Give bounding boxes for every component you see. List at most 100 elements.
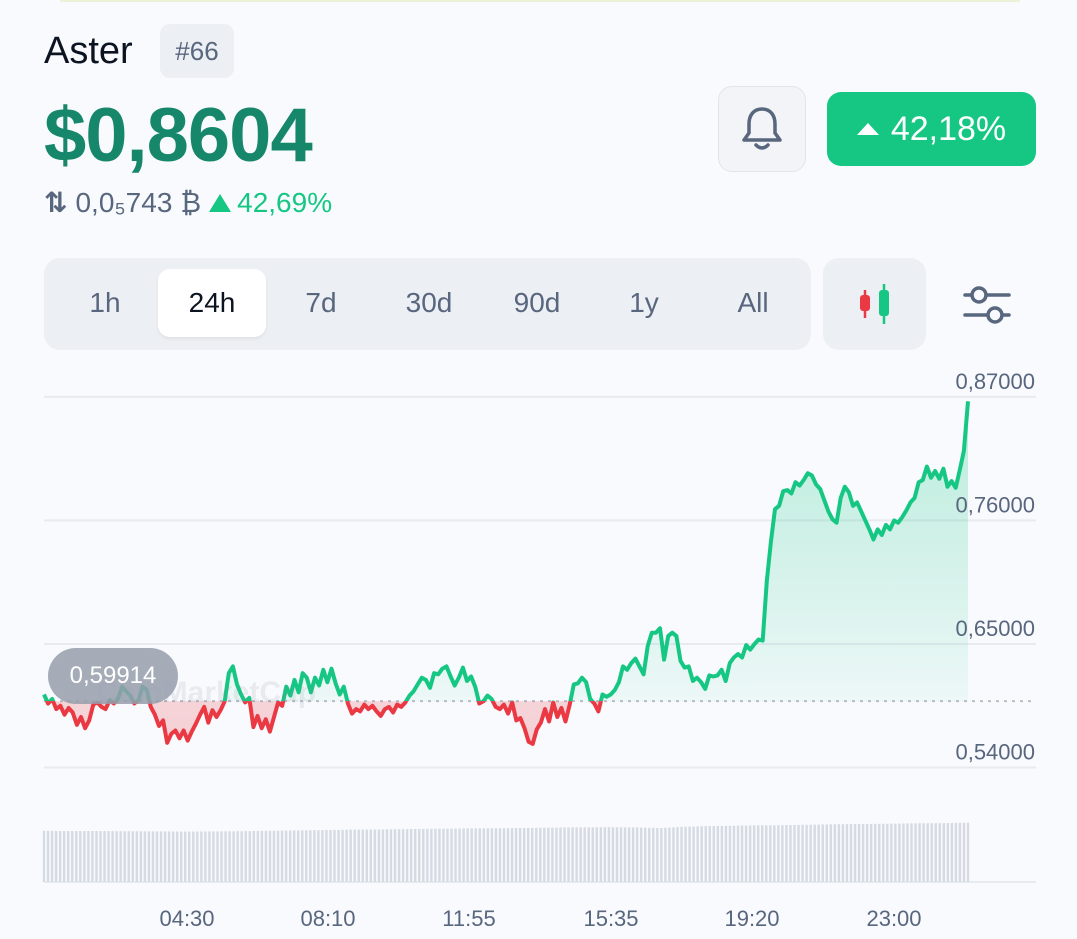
- volume-bar: [748, 825, 752, 882]
- volume-bar: [631, 827, 635, 882]
- volume-bar: [563, 827, 566, 882]
- volume-bar: [886, 823, 889, 882]
- volume-bar: [644, 827, 647, 882]
- volume-bar: [50, 830, 54, 882]
- price-chart[interactable]: 0,87000 0,76000 0,65000 0,54000 04:30 08:10 1…: [0, 360, 1077, 939]
- volume-bar: [292, 830, 296, 882]
- volume-bar: [744, 825, 748, 882]
- x-tick-label: 15:35: [583, 906, 638, 931]
- volume-bar: [857, 824, 861, 882]
- volume-bar: [458, 828, 461, 882]
- volume-bar: [87, 830, 90, 882]
- volume-bar: [216, 831, 219, 882]
- volume-bar: [212, 831, 215, 882]
- volume-bar: [837, 824, 841, 882]
- volume-bar: [337, 829, 340, 882]
- volume-bar: [765, 825, 768, 882]
- tab-30d[interactable]: 30d: [405, 287, 453, 318]
- volume-bar: [192, 831, 195, 882]
- volume-bar: [761, 825, 764, 882]
- volume-bar: [575, 827, 578, 882]
- volume-bar: [878, 823, 881, 882]
- volume-bar: [232, 831, 235, 882]
- volume-bar: [430, 828, 433, 882]
- chart-type-toggle[interactable]: [823, 258, 926, 350]
- tab-90d[interactable]: 90d: [513, 287, 561, 318]
- volume-bar: [143, 831, 147, 882]
- volume-bar: [486, 828, 490, 882]
- volume-bar: [579, 827, 582, 882]
- volume-bar: [482, 828, 486, 882]
- volume-bar: [494, 828, 498, 882]
- volume-bar: [773, 825, 776, 882]
- volume-bar: [869, 823, 873, 882]
- volume-bar: [426, 828, 429, 882]
- up-triangle-icon: [209, 193, 232, 212]
- tab-24h[interactable]: 24h: [158, 269, 266, 337]
- volume-bar: [535, 827, 538, 882]
- volume-bar: [849, 824, 853, 882]
- volume-bar: [599, 827, 603, 882]
- volume-bar: [369, 829, 373, 882]
- volume-bar: [393, 829, 397, 882]
- volume-bar: [305, 830, 308, 882]
- tab-7d[interactable]: 7d: [305, 287, 337, 318]
- volume-bar: [365, 829, 368, 882]
- volume-bar: [470, 828, 473, 882]
- volume-bar: [284, 830, 288, 882]
- volume-bar: [329, 829, 332, 882]
- top-divider: [60, 0, 1020, 2]
- volume-bar: [801, 824, 804, 882]
- volume-bar: [720, 825, 724, 882]
- tab-1h[interactable]: 1h: [89, 287, 121, 318]
- btc-change: 42,69%: [209, 187, 332, 219]
- btc-price-row: ⇅ 0,0₅743 ₿ 42,69%: [44, 186, 332, 219]
- volume-bar: [740, 825, 744, 882]
- volume-bar: [615, 827, 619, 882]
- volume-bar: [58, 831, 62, 882]
- volume-bar: [321, 830, 324, 882]
- x-tick-label: 08:10: [300, 906, 355, 931]
- volume-bar: [752, 825, 756, 882]
- volume-bar: [902, 823, 905, 882]
- bell-icon: [742, 107, 782, 150]
- volume-bar: [280, 830, 284, 882]
- price-line-down: [44, 701, 603, 746]
- tab-1y[interactable]: 1y: [629, 287, 659, 318]
- volume-bar: [571, 827, 574, 882]
- volume-bar: [434, 828, 437, 882]
- volume-bar: [71, 831, 74, 882]
- volume-bar: [405, 829, 409, 882]
- y-tick-label: 0,87000: [955, 369, 1035, 394]
- volume-bar: [131, 831, 134, 882]
- volume-bar: [95, 830, 98, 882]
- volume-bar: [861, 823, 865, 882]
- volume-bar: [728, 825, 732, 882]
- volume-bar: [821, 824, 824, 882]
- volume-bar: [341, 829, 344, 882]
- volume-bar: [260, 830, 264, 882]
- volume-bar: [692, 826, 695, 882]
- volume-bar: [208, 831, 211, 882]
- volume-bar: [833, 824, 837, 882]
- volume-bar: [462, 828, 465, 882]
- volume-bar: [809, 824, 812, 882]
- volume-bars: [42, 822, 970, 882]
- tab-all[interactable]: All: [737, 287, 769, 318]
- volume-bar: [151, 831, 155, 882]
- y-axis-ticks: 0,87000 0,76000 0,65000 0,54000: [955, 369, 1035, 765]
- volume-bar: [389, 829, 393, 882]
- volume-bar: [345, 829, 348, 882]
- volume-bar: [276, 830, 280, 882]
- volume-bar: [498, 828, 502, 882]
- volume-bar: [418, 828, 421, 882]
- chart-settings-button[interactable]: [950, 268, 1024, 342]
- volume-bar: [42, 830, 46, 882]
- price-alert-button[interactable]: [718, 86, 806, 172]
- swap-arrows-icon[interactable]: ⇅: [44, 187, 68, 218]
- volume-bar: [454, 828, 457, 882]
- x-tick-label: 04:30: [159, 906, 214, 931]
- volume-bar: [922, 823, 925, 882]
- volume-bar: [522, 827, 526, 882]
- volume-bar: [111, 831, 114, 882]
